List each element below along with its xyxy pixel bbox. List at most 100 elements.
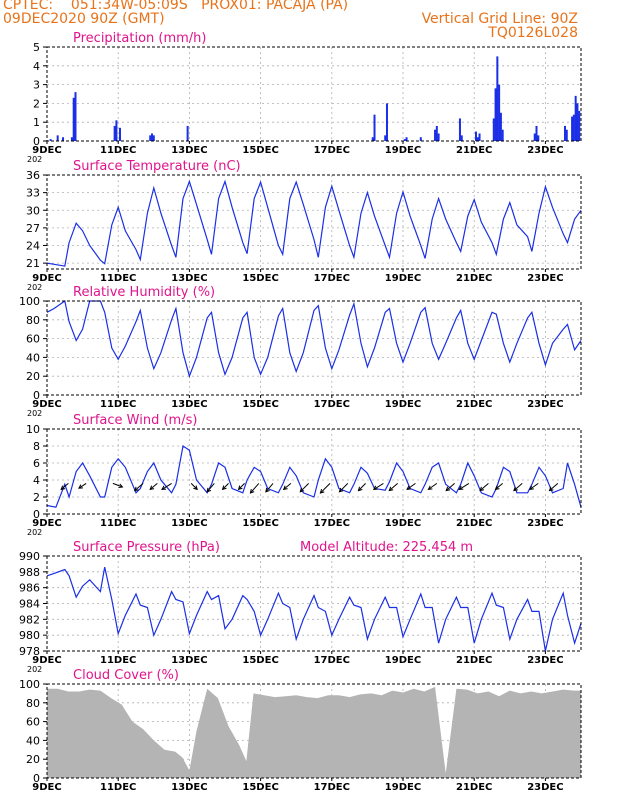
x-tick-label: 17DEC bbox=[314, 782, 350, 793]
series-line bbox=[46, 299, 582, 379]
x-tick-label: 11DEC bbox=[100, 273, 136, 284]
y-tick-label: 982 bbox=[19, 613, 40, 626]
header-grid-line: Vertical Grid Line: 90Z bbox=[421, 11, 578, 27]
wind-arrow bbox=[339, 483, 349, 493]
y-tick-label: 21 bbox=[26, 257, 40, 270]
x-tick-label: 21DEC bbox=[456, 518, 492, 529]
x-tick-label: 23DEC bbox=[527, 518, 563, 529]
panel-frame bbox=[46, 174, 582, 270]
panel-title: Cloud Cover (%) bbox=[73, 668, 179, 683]
x-year-label: 202 bbox=[27, 409, 42, 418]
x-tick-label: 13DEC bbox=[171, 518, 207, 529]
precip-bar bbox=[501, 129, 504, 141]
precip-bar bbox=[373, 114, 376, 141]
precip-bar bbox=[62, 137, 65, 141]
wind-arrow bbox=[134, 483, 144, 491]
x-year-label: 202 bbox=[27, 155, 42, 164]
y-tick-label: 0 bbox=[33, 772, 40, 785]
x-tick-label: 21DEC bbox=[456, 782, 492, 793]
y-tick-label: 2 bbox=[33, 491, 40, 504]
y-tick-label: 10 bbox=[26, 423, 40, 436]
precip-bar bbox=[74, 92, 77, 141]
wind-arrow-head bbox=[265, 487, 270, 493]
wind-arrow bbox=[428, 482, 438, 490]
y-tick-label: 36 bbox=[26, 169, 40, 182]
precip-bar bbox=[565, 129, 568, 141]
wind-arrow bbox=[60, 483, 69, 490]
x-tick-label: 21DEC bbox=[456, 145, 492, 156]
precip-bar bbox=[572, 114, 575, 141]
series-line bbox=[46, 566, 582, 652]
wind-arrow bbox=[161, 482, 172, 490]
x-year-label: 202 bbox=[27, 283, 42, 292]
y-tick-label: 1 bbox=[33, 116, 40, 129]
wind-arrow-head bbox=[149, 485, 155, 491]
wind-arrow-head bbox=[548, 486, 554, 492]
wind-arrow bbox=[206, 483, 215, 493]
x-tick-label: 9DEC bbox=[32, 145, 61, 156]
precip-bar bbox=[535, 125, 538, 141]
x-tick-label: 9DEC bbox=[32, 399, 61, 410]
precip-bar bbox=[70, 137, 73, 141]
y-tick-label: 27 bbox=[26, 222, 40, 235]
y-tick-label: 3 bbox=[33, 79, 40, 92]
y-tick-label: 40 bbox=[26, 351, 40, 364]
wind-arrow bbox=[358, 483, 366, 491]
y-tick-label: 40 bbox=[26, 734, 40, 747]
wind-arrow bbox=[320, 483, 331, 494]
x-tick-label: 19DEC bbox=[385, 655, 421, 666]
y-tick-label: 20 bbox=[26, 753, 40, 766]
precip-bar bbox=[151, 133, 154, 141]
x-tick-label: 9DEC bbox=[32, 655, 61, 666]
x-tick-label: 21DEC bbox=[456, 273, 492, 284]
x-tick-label: 23DEC bbox=[527, 145, 563, 156]
wind-arrow bbox=[265, 483, 274, 493]
y-tick-label: 33 bbox=[26, 187, 40, 200]
precip-bar bbox=[384, 135, 387, 141]
x-tick-label: 17DEC bbox=[314, 399, 350, 410]
wind-arrow bbox=[529, 482, 539, 490]
wind-arrow-head bbox=[427, 485, 433, 491]
x-tick-label: 13DEC bbox=[171, 273, 207, 284]
wind-arrow bbox=[238, 483, 245, 490]
y-tick-label: 24 bbox=[26, 240, 40, 253]
x-tick-label: 21DEC bbox=[456, 399, 492, 410]
precip-bar bbox=[435, 125, 438, 141]
wind-arrow bbox=[222, 483, 229, 490]
wind-arrow bbox=[250, 483, 260, 494]
precip-bar bbox=[149, 135, 152, 141]
precip-bar bbox=[578, 110, 581, 141]
x-tick-label: 9DEC bbox=[32, 273, 61, 284]
wind-arrow-head bbox=[78, 484, 83, 489]
wind-arrow-head bbox=[494, 485, 500, 491]
x-tick-label: 13DEC bbox=[171, 399, 207, 410]
precip-bar bbox=[460, 135, 463, 141]
wind-arrow bbox=[513, 483, 523, 491]
header-location: CPTEC: 051:34W-05:09S PROX01: PACAJA (PA… bbox=[3, 0, 349, 13]
wind-arrow-head bbox=[221, 485, 227, 491]
precip-bar bbox=[72, 97, 75, 141]
x-tick-label: 17DEC bbox=[314, 273, 350, 284]
precip-bar bbox=[419, 137, 422, 141]
x-tick-label: 17DEC bbox=[314, 655, 350, 666]
x-tick-label: 15DEC bbox=[242, 399, 278, 410]
precip-bar bbox=[405, 137, 408, 141]
x-tick-label: 11DEC bbox=[100, 145, 136, 156]
y-tick-label: 100 bbox=[19, 678, 40, 691]
y-tick-label: 990 bbox=[19, 550, 40, 563]
cloud-cover-area bbox=[47, 686, 581, 778]
wind-arrow-head bbox=[406, 485, 412, 491]
precip-bar bbox=[118, 127, 121, 141]
panel-frame bbox=[46, 683, 582, 779]
wind-arrow-head bbox=[282, 485, 288, 491]
x-year-label: 202 bbox=[27, 528, 42, 537]
series-line bbox=[46, 179, 582, 267]
x-tick-label: 15DEC bbox=[242, 273, 278, 284]
precip-bar bbox=[574, 95, 577, 141]
y-tick-label: 984 bbox=[19, 598, 40, 611]
x-year-label: 202 bbox=[27, 665, 42, 674]
wind-arrow-head bbox=[357, 486, 363, 492]
wind-arrow bbox=[495, 483, 504, 490]
precip-bar bbox=[492, 118, 495, 141]
